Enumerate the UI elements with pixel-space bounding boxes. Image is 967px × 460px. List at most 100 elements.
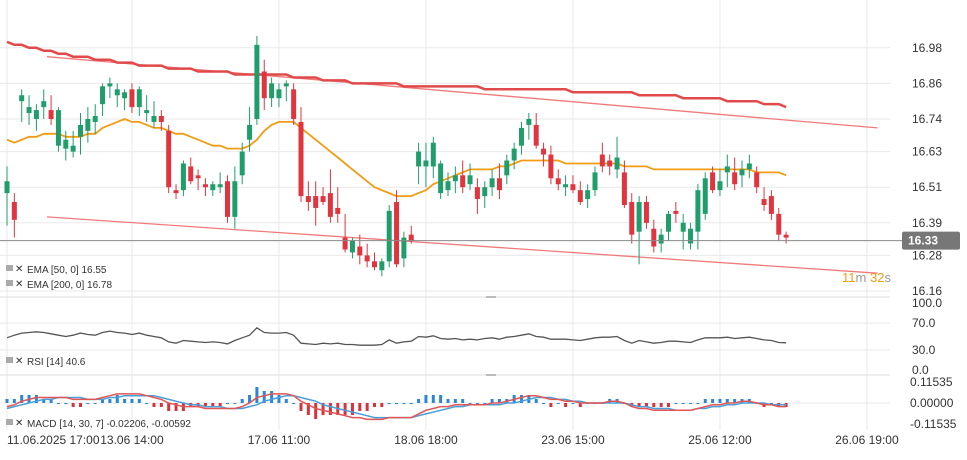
price-tick-label: 16.86: [912, 76, 942, 90]
candle: [695, 184, 701, 250]
candle-body: [710, 172, 716, 191]
candle-body: [702, 178, 708, 214]
macd-histogram-bar: [637, 403, 641, 408]
macd-histogram-bar: [644, 403, 648, 408]
macd-histogram-bar: [248, 394, 252, 403]
close-icon[interactable]: ✕: [15, 279, 23, 290]
macd-histogram-bar: [233, 403, 237, 404]
macd-histogram-bar: [174, 403, 178, 412]
macd-histogram-bar: [167, 403, 171, 412]
candle-body: [408, 234, 414, 241]
macd-histogram-bar: [674, 403, 678, 404]
macd-histogram-bar: [56, 403, 60, 404]
candle-body: [364, 255, 370, 262]
macd-histogram-bar: [578, 403, 582, 408]
macd-histogram-bar: [549, 403, 553, 408]
macd-histogram-bar: [137, 398, 141, 403]
candle: [70, 130, 76, 158]
drag-icon[interactable]: [6, 280, 13, 286]
macd-histogram-bar: [733, 398, 737, 403]
macd-histogram-bar: [270, 390, 274, 403]
time-axis: 11.06.2025 17:00 13.06 14:00 17.06 11:00 18…: [7, 433, 899, 447]
candle-body: [533, 124, 539, 146]
close-icon[interactable]: ✕: [15, 356, 23, 367]
candle-body: [11, 202, 17, 220]
macd-histogram-bar: [12, 398, 16, 403]
legend-macd[interactable]: ✕ MACD [14, 30, 7] -0.02206, -0.00592: [6, 418, 191, 430]
candle: [570, 175, 576, 194]
candle-body: [261, 71, 267, 99]
macd-histogram-bar: [240, 398, 244, 403]
candle-body: [158, 116, 164, 122]
candle-body: [26, 107, 32, 114]
candle-body: [386, 210, 392, 262]
candle: [401, 231, 407, 268]
candle: [78, 113, 83, 155]
candle: [754, 166, 760, 194]
candle: [746, 154, 752, 179]
candle: [100, 83, 106, 117]
channel-lower-line[interactable]: [46, 216, 878, 274]
macd-histogram-bar: [159, 403, 163, 408]
legend-rsi[interactable]: ✕ RSI [14] 40.6: [6, 356, 86, 368]
macd-histogram-bar: [483, 403, 487, 404]
time-tick-label: 17.06 11:00: [248, 433, 311, 447]
macd-histogram-bar: [123, 398, 127, 403]
rsi-line: [6, 326, 787, 346]
candle-body: [78, 124, 83, 137]
candle-body: [70, 145, 76, 152]
candle-body: [166, 130, 172, 188]
candle: [386, 204, 392, 268]
macd-histogram-bar: [306, 403, 310, 416]
close-icon[interactable]: ✕: [15, 418, 23, 429]
candle: [188, 157, 194, 185]
pane-resize-handle[interactable]: [486, 296, 496, 298]
candle: [636, 196, 642, 265]
candle-body: [210, 184, 216, 191]
drag-icon[interactable]: [6, 419, 13, 425]
candle: [342, 213, 348, 253]
close-icon[interactable]: ✕: [15, 264, 23, 275]
candle-body: [452, 175, 458, 182]
candle-body: [232, 181, 238, 217]
macd-histogram-bar: [365, 403, 369, 412]
macd-histogram-bar: [86, 403, 90, 404]
candle: [526, 113, 532, 140]
candle-body: [666, 213, 671, 232]
drag-icon[interactable]: [6, 265, 13, 271]
macd-histogram-bar: [130, 398, 134, 403]
candle-body: [511, 148, 517, 161]
candle: [19, 89, 25, 122]
candle: [416, 142, 422, 185]
candle: [239, 142, 245, 185]
timer-seconds: 32: [870, 270, 884, 285]
candle: [225, 175, 230, 223]
candle: [55, 107, 61, 152]
macd-histogram-bar: [284, 398, 288, 403]
macd-histogram-bar: [769, 403, 773, 404]
candle-body: [269, 83, 275, 99]
macd-line: [6, 393, 787, 421]
candle: [4, 166, 10, 226]
candle: [430, 136, 436, 179]
candle-body: [548, 154, 554, 179]
drag-icon[interactable]: [6, 357, 13, 363]
candle-body: [401, 237, 407, 259]
candle-body: [614, 157, 620, 170]
price-tick-label: 16.16: [912, 284, 942, 298]
candle-body: [776, 213, 782, 235]
candle-body: [48, 110, 54, 119]
macd-histogram-bar: [542, 403, 546, 404]
candle: [702, 172, 708, 220]
candle-body: [188, 166, 194, 182]
candle-body: [474, 187, 480, 200]
legend-ema200[interactable]: ✕ EMA [200, 0] 16.78: [6, 279, 112, 291]
pane-resize-handle[interactable]: [486, 374, 496, 376]
legend-ema50[interactable]: ✕ EMA [50, 0] 16.55: [6, 264, 107, 276]
candle-body: [555, 178, 561, 185]
price-tick-label: 16.74: [912, 112, 942, 126]
candle: [327, 169, 333, 223]
candlesticks: [4, 35, 789, 277]
candle-body: [100, 86, 106, 105]
